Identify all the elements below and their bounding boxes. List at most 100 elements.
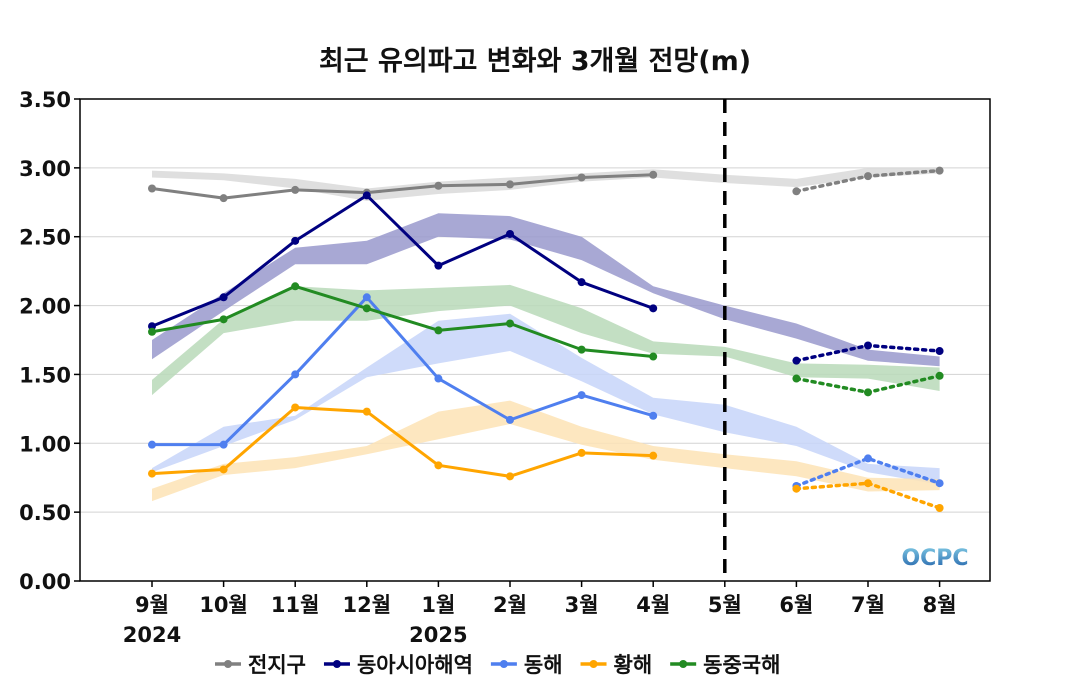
data-point-전지구 <box>219 194 228 203</box>
band-황해 <box>152 400 940 502</box>
data-point-동아시아해역 <box>649 304 658 313</box>
legend-marker-동중국해 <box>679 660 688 668</box>
series-line-동아시아해역 <box>151 193 654 328</box>
x-year-label: 2024 <box>123 623 181 647</box>
data-point-황해 <box>935 504 944 513</box>
chart-title: 최근 유의파고 변화와 3개월 전망(m) <box>319 46 751 77</box>
legend-label: 동중국해 <box>703 653 780 677</box>
data-point-동중국해 <box>649 352 658 361</box>
x-year-label: 2025 <box>409 623 467 647</box>
data-point-동해 <box>434 374 443 383</box>
ocpc-logo: OCPC <box>901 546 968 571</box>
data-point-동중국해 <box>577 345 586 354</box>
data-point-동해 <box>649 411 658 420</box>
x-tick-label: 11월 <box>271 593 320 617</box>
legend-marker-동아시아해역 <box>332 660 341 668</box>
y-tick-label: 3.50 <box>19 88 71 112</box>
legend-label: 동해 <box>524 653 563 677</box>
data-point-동아시아해역 <box>792 356 801 365</box>
data-point-동해 <box>506 415 514 424</box>
x-tick-label: 12월 <box>343 593 392 617</box>
data-point-전지구 <box>577 173 586 182</box>
x-tick-label: 7월 <box>851 593 885 617</box>
y-tick-label: 0.50 <box>19 501 71 525</box>
data-point-동중국해 <box>219 315 228 324</box>
data-point-황해 <box>434 461 443 470</box>
data-point-동아시아해역 <box>434 261 443 270</box>
data-point-전지구 <box>148 184 156 193</box>
data-point-동아시아해역 <box>864 341 872 350</box>
legend-marker-황해 <box>589 660 598 668</box>
data-point-황해 <box>362 407 371 416</box>
y-tick-label: 2.50 <box>19 226 71 250</box>
data-point-동해 <box>291 370 300 379</box>
data-point-황해 <box>649 451 658 460</box>
data-point-황해 <box>148 469 156 478</box>
data-point-황해 <box>506 472 514 481</box>
data-point-황해 <box>792 484 801 493</box>
x-tick-label: 2월 <box>493 593 527 617</box>
x-tick-label: 1월 <box>421 593 455 617</box>
data-point-동해 <box>935 479 944 488</box>
data-point-전지구 <box>506 180 514 189</box>
data-point-전지구 <box>864 172 872 181</box>
y-tick-label: 0.00 <box>19 570 71 594</box>
data-point-동중국해 <box>434 326 443 335</box>
band-동해 <box>152 313 940 485</box>
plot-frame <box>79 98 991 582</box>
range-bands <box>152 167 940 502</box>
y-tick-label: 3.00 <box>19 157 71 181</box>
legend-label: 동아시아해역 <box>357 653 473 677</box>
data-point-동해 <box>148 440 156 449</box>
axes: 0.00 0.50 1.00 1.50 2.00 2.50 3.00 3.50 9월 10월 11월… <box>19 88 956 647</box>
y-tick-label: 1.50 <box>19 363 71 387</box>
band-동중국해 <box>152 284 940 396</box>
data-point-동아시아해역 <box>362 191 371 200</box>
data-point-동중국해 <box>291 282 300 291</box>
data-point-전지구 <box>935 166 944 175</box>
data-point-동중국해 <box>792 374 801 383</box>
series-line-황해 <box>151 405 654 478</box>
data-point-동해 <box>219 440 228 449</box>
y-tick-label: 2.00 <box>19 295 71 319</box>
x-tick-label: 4월 <box>636 593 670 617</box>
y-tick-label: 1.00 <box>19 432 71 456</box>
legend-label: 전지구 <box>248 653 306 677</box>
x-tick-label: 6월 <box>779 593 813 617</box>
data-point-동중국해 <box>506 319 514 328</box>
data-point-동중국해 <box>864 388 872 397</box>
data-point-동중국해 <box>148 327 156 336</box>
legend: 전지구 동아시아해역 동해 황해 동중국해 <box>215 653 780 677</box>
data-point-황해 <box>864 479 872 488</box>
series-line-전지구 <box>151 173 654 200</box>
data-point-황해 <box>291 403 300 412</box>
series-line-동중국해 <box>151 284 654 359</box>
data-point-동아시아해역 <box>935 347 944 356</box>
ocpc-logo-text: OCPC <box>901 546 968 571</box>
legend-label: 황해 <box>614 653 653 677</box>
band-동아시아해역 <box>152 213 940 367</box>
x-tick-label: 3월 <box>565 593 599 617</box>
legend-marker-전지구 <box>224 660 232 668</box>
data-point-동아시아해역 <box>506 229 514 238</box>
data-point-동아시아해역 <box>148 322 156 331</box>
legend-marker-동해 <box>499 660 508 668</box>
data-point-전지구 <box>291 185 300 194</box>
data-point-동아시아해역 <box>219 293 228 302</box>
series-points <box>148 166 944 513</box>
x-tick-label: 5월 <box>708 593 742 617</box>
x-tick-label: 10월 <box>199 593 248 617</box>
series-line-동해 <box>152 295 654 447</box>
data-point-전지구 <box>792 187 801 196</box>
data-point-황해 <box>219 465 228 474</box>
data-point-동해 <box>577 391 586 400</box>
data-point-전지구 <box>649 170 658 179</box>
data-point-전지구 <box>434 181 443 190</box>
data-point-동아시아해역 <box>291 236 300 245</box>
x-tick-label: 9월 <box>135 593 169 617</box>
data-point-황해 <box>577 448 586 457</box>
data-point-동해 <box>864 454 872 463</box>
data-point-동아시아해역 <box>577 278 586 287</box>
